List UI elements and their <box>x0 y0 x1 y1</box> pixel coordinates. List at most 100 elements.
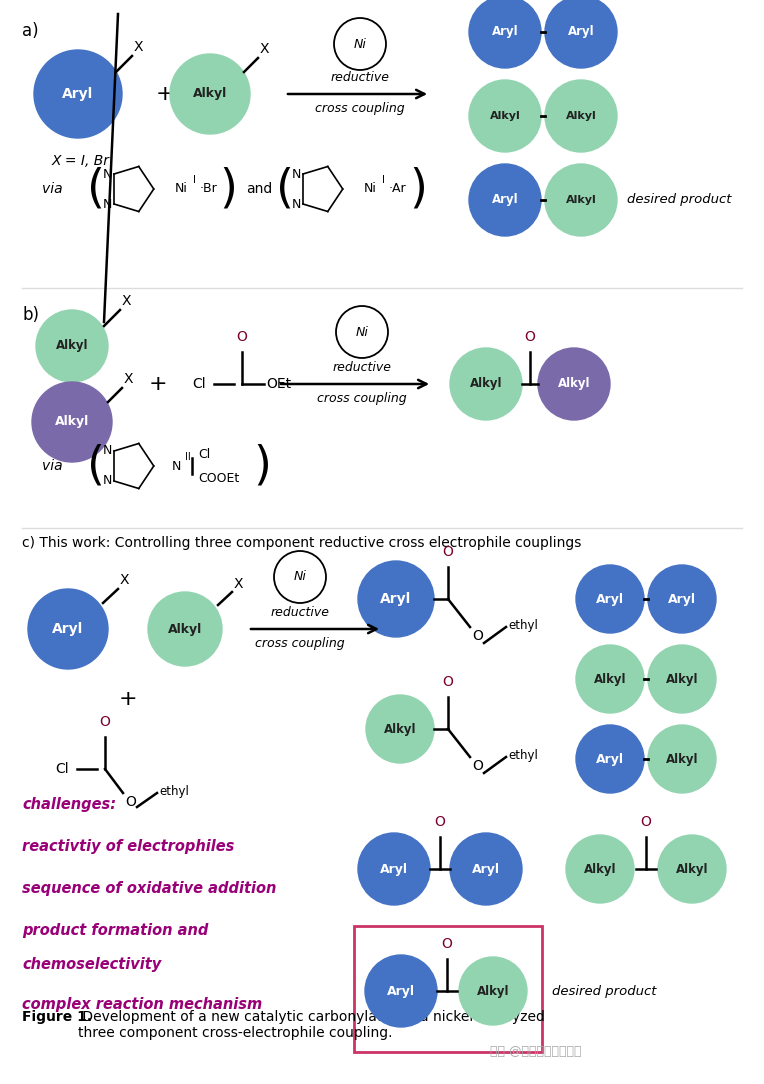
Text: Alkyl: Alkyl <box>675 863 708 876</box>
Text: Aryl: Aryl <box>380 592 412 606</box>
Circle shape <box>545 80 617 152</box>
Text: O: O <box>442 545 454 559</box>
Text: Figure 1.: Figure 1. <box>22 1010 92 1024</box>
Text: (: ( <box>87 167 105 211</box>
Circle shape <box>336 306 388 358</box>
Circle shape <box>450 348 522 420</box>
Text: ·Br: ·Br <box>200 182 218 195</box>
Text: product formation and: product formation and <box>22 922 209 938</box>
Circle shape <box>459 957 527 1025</box>
Text: a): a) <box>22 22 39 40</box>
Text: Alkyl: Alkyl <box>565 195 597 205</box>
Text: +: + <box>118 689 138 709</box>
Circle shape <box>32 382 112 462</box>
Text: O: O <box>442 675 454 689</box>
Text: cross coupling: cross coupling <box>316 102 405 115</box>
Text: reductive: reductive <box>332 361 391 374</box>
Circle shape <box>148 592 222 666</box>
Text: complex reaction mechanism: complex reaction mechanism <box>22 997 262 1012</box>
Circle shape <box>658 835 726 903</box>
Text: (: ( <box>87 443 105 489</box>
Text: O: O <box>237 330 248 344</box>
Text: Aryl: Aryl <box>53 622 83 636</box>
Circle shape <box>36 310 108 382</box>
Text: Ni: Ni <box>293 570 306 583</box>
Text: Alkyl: Alkyl <box>584 863 617 876</box>
Text: I: I <box>382 175 385 185</box>
Circle shape <box>274 551 326 603</box>
Text: X = I, Br: X = I, Br <box>52 154 110 168</box>
Text: reactivtiy of electrophiles: reactivtiy of electrophiles <box>22 839 235 854</box>
Text: Ni: Ni <box>355 325 368 338</box>
Text: +: + <box>149 374 167 393</box>
Text: Alkyl: Alkyl <box>56 339 89 352</box>
Text: X: X <box>134 40 144 54</box>
Text: Alkyl: Alkyl <box>470 377 502 390</box>
Text: O: O <box>442 937 452 951</box>
Text: X: X <box>234 577 244 591</box>
Text: Alkyl: Alkyl <box>665 752 698 765</box>
Text: desired product: desired product <box>552 984 656 997</box>
Text: I: I <box>193 175 196 185</box>
Text: O: O <box>472 759 483 773</box>
Text: N: N <box>102 444 112 457</box>
Circle shape <box>469 164 541 236</box>
Text: Ni: Ni <box>354 38 367 51</box>
Circle shape <box>28 589 108 669</box>
Text: via: via <box>42 182 63 196</box>
Text: Alkyl: Alkyl <box>558 377 591 390</box>
Text: Alkyl: Alkyl <box>384 723 416 736</box>
Circle shape <box>34 50 122 138</box>
Text: chemoselectivity: chemoselectivity <box>22 957 161 972</box>
Text: II: II <box>185 452 191 462</box>
Text: ): ) <box>219 167 237 211</box>
Text: O: O <box>472 629 483 643</box>
Text: N: N <box>102 197 112 210</box>
Text: OEt: OEt <box>266 377 291 391</box>
Circle shape <box>545 0 617 68</box>
Text: Aryl: Aryl <box>668 593 696 606</box>
Circle shape <box>545 164 617 236</box>
Text: Development of a new catalytic carbonylation via nickel catalyzed
three componen: Development of a new catalytic carbonyla… <box>78 1010 545 1041</box>
Text: Aryl: Aryl <box>596 593 624 606</box>
Text: and: and <box>246 182 272 196</box>
Text: Alkyl: Alkyl <box>168 622 202 635</box>
Text: Alkyl: Alkyl <box>193 88 227 101</box>
Text: via: via <box>42 459 63 473</box>
Text: Aryl: Aryl <box>568 26 594 39</box>
Text: challenges:: challenges: <box>22 797 116 812</box>
Text: Cl: Cl <box>198 448 210 461</box>
Circle shape <box>365 955 437 1027</box>
Text: cross coupling: cross coupling <box>255 637 345 650</box>
Text: 知乎 @化学领域前沿文献: 知乎 @化学领域前沿文献 <box>490 1045 581 1058</box>
Text: O: O <box>640 815 652 829</box>
Text: Aryl: Aryl <box>380 863 408 876</box>
Circle shape <box>170 54 250 134</box>
Circle shape <box>576 565 644 633</box>
Text: X: X <box>120 573 130 588</box>
Circle shape <box>648 725 716 793</box>
Text: Cl: Cl <box>192 377 206 391</box>
Text: +: + <box>156 83 174 104</box>
Circle shape <box>469 80 541 152</box>
Circle shape <box>576 725 644 793</box>
Text: ethyl: ethyl <box>508 619 538 632</box>
Text: reductive: reductive <box>331 70 390 83</box>
Text: X: X <box>124 372 134 386</box>
Text: Aryl: Aryl <box>492 26 518 39</box>
Circle shape <box>538 348 610 420</box>
Text: N: N <box>292 197 301 210</box>
Text: X: X <box>260 42 270 56</box>
Text: Alkyl: Alkyl <box>565 111 597 121</box>
Text: Aryl: Aryl <box>472 863 500 876</box>
Text: O: O <box>435 815 445 829</box>
Text: Alkyl: Alkyl <box>594 672 626 685</box>
Text: Alkyl: Alkyl <box>477 984 510 997</box>
Text: O: O <box>99 715 111 730</box>
Text: N: N <box>102 168 112 181</box>
Circle shape <box>648 565 716 633</box>
Text: Aryl: Aryl <box>387 984 415 997</box>
Text: N: N <box>102 475 112 488</box>
Text: Aryl: Aryl <box>492 194 518 206</box>
Circle shape <box>358 562 434 637</box>
